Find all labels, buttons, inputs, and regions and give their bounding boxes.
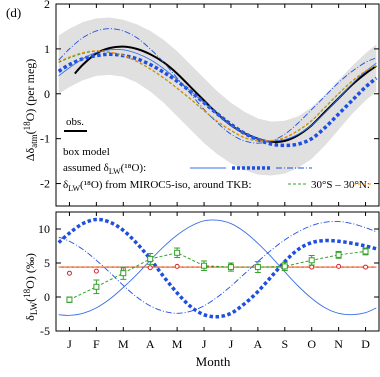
x-tick-label-8: A — [254, 337, 263, 351]
point-miroc_green — [174, 249, 181, 256]
x-axis-label: Month — [196, 354, 231, 369]
x-tick-label-6: J — [202, 337, 207, 351]
series-model_dashdot — [58, 220, 377, 314]
legend-from-tail: (¹⁸O) from — [80, 179, 127, 191]
top-ylabel: Δδatm(18O) (per meg) — [22, 59, 39, 162]
point-miroc_green — [254, 264, 261, 271]
point-miroc_green — [120, 270, 127, 277]
point-miroc_orange_pts — [93, 268, 99, 274]
legend-obs-label: obs. — [66, 116, 84, 128]
point-miroc_green — [93, 283, 100, 290]
x-tick-label-4: A — [146, 337, 155, 351]
x-tick-label-9: S — [281, 337, 288, 351]
x-tick-label-11: N — [334, 337, 343, 351]
series-miroc_orange — [58, 50, 377, 142]
x-tick-label-5: M — [172, 337, 183, 351]
svg-text:δLW(18O) (‰): δLW(18O) (‰) — [22, 253, 39, 321]
bottom-ylabel-part-1: LW — [29, 301, 39, 315]
bottom-ylabel-part-0: δ — [23, 315, 37, 321]
bottom-ylabel-part-2: ( — [23, 298, 37, 302]
point-miroc_green — [308, 257, 315, 264]
top-ylabel-part-4: O) (per meg) — [23, 59, 37, 122]
bottom-ylabel-part-3: 18 — [22, 288, 32, 298]
legend-box-model: box model — [63, 146, 110, 158]
plot-frame — [55, 3, 380, 207]
legend-miroc: MIROC5-iso, — [130, 179, 191, 191]
legend-from-prefix: δ — [63, 179, 68, 191]
y-tick-label: 0 — [44, 290, 50, 304]
plot-frame — [55, 211, 380, 332]
series-model_thin — [58, 48, 377, 142]
y-tick-label: 1 — [44, 42, 50, 56]
top-ylabel-part-2: ( — [23, 130, 37, 134]
panel-label: (d) — [6, 5, 21, 20]
series-model_thin — [58, 219, 377, 316]
point-miroc_green — [147, 255, 154, 262]
legend-assumed-text: assumed δ — [63, 162, 109, 174]
bottom-ylabel: δLW(18O) (‰) — [22, 253, 39, 321]
x-tick-label-2: F — [93, 337, 100, 351]
point-miroc_orange_pts — [174, 263, 180, 269]
legend: obs. box model assumed δLW(¹⁸O): δLW(¹⁸O… — [63, 116, 372, 193]
legend-band-label: 30°S – 30°N: — [311, 179, 370, 191]
point-miroc_green — [362, 248, 369, 255]
y-tick-label: -1 — [40, 132, 50, 146]
legend-assumed-tail: (¹⁸O): — [121, 162, 146, 174]
legend-assumed-sub: LW — [109, 167, 121, 176]
legend-from-sub: LW — [68, 184, 80, 193]
point-miroc_green — [201, 262, 208, 269]
series-miroc_green — [69, 250, 366, 301]
bottom-ylabel-part-4: O) (‰) — [23, 253, 37, 289]
svg-text:Δδatm(18O) (per meg): Δδatm(18O) (per meg) — [22, 59, 39, 162]
top-ylabel-part-0: Δδ — [23, 148, 37, 162]
y-tick-label: -2 — [40, 177, 50, 191]
point-miroc_orange_pts — [336, 263, 342, 269]
point-miroc_orange_pts — [363, 264, 369, 270]
bottom-panel: -5 0 5 10 J F M A M J J A S O N D — [38, 211, 380, 351]
legend-assumed: assumed δLW(¹⁸O): — [63, 162, 146, 176]
x-tick-label-3: M — [118, 337, 129, 351]
top-panel: -2 -1 0 1 2 — [40, 0, 380, 207]
point-miroc_orange_pts — [147, 265, 153, 271]
y-tick-label: 5 — [44, 256, 50, 270]
x-tick-label-12: D — [361, 337, 370, 351]
legend-from: δLW(¹⁸O) from MIROC5-iso, around TKB: — [63, 179, 252, 193]
y-tick-label: 10 — [38, 222, 50, 236]
point-miroc_orange_pts — [309, 264, 315, 270]
y-tick-label: 0 — [44, 87, 50, 101]
y-tick-label: 2 — [44, 0, 50, 11]
point-miroc_green — [335, 251, 342, 258]
point-miroc_green — [227, 264, 234, 271]
point-miroc_green — [66, 296, 73, 303]
top-ylabel-part-1: atm — [29, 134, 39, 148]
x-tick-label-7: J — [229, 337, 234, 351]
legend-around: around TKB: — [193, 179, 251, 191]
series-model_dashdot — [58, 28, 377, 144]
point-miroc_green — [281, 263, 288, 270]
x-tick-label-1: J — [67, 337, 72, 351]
point-miroc_orange_pts — [66, 270, 72, 276]
top-ylabel-part-3: 18 — [22, 121, 32, 131]
y-tick-label: -5 — [40, 324, 50, 338]
x-tick-label-10: O — [307, 337, 316, 351]
series-model_bold — [57, 217, 377, 319]
